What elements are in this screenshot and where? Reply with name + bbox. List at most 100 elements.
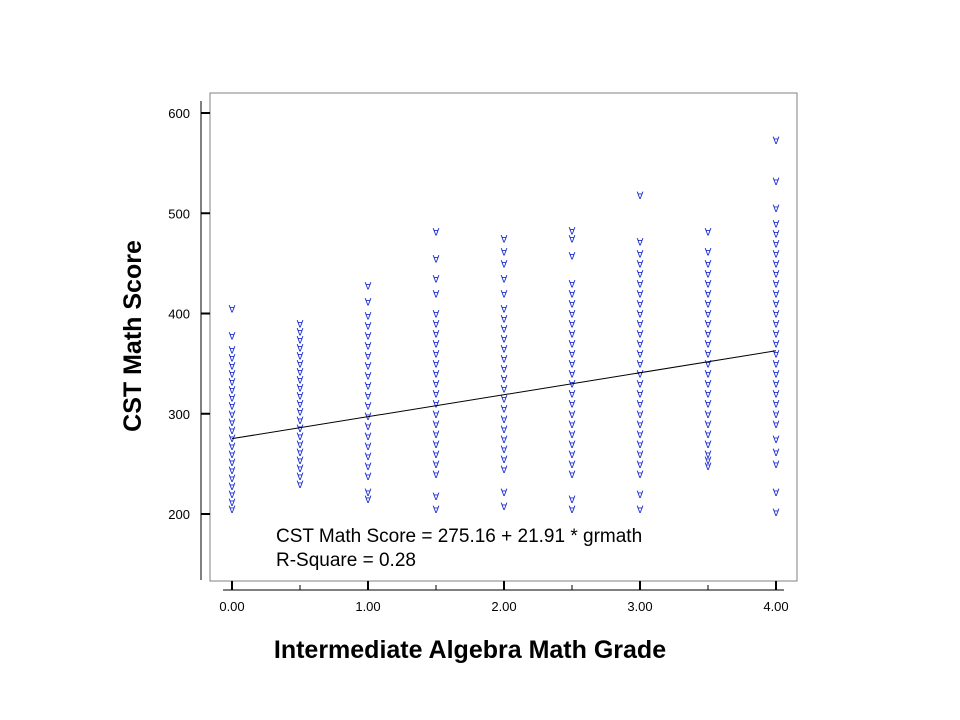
- data-point: ∀: [773, 219, 780, 230]
- data-point: ∀: [229, 370, 236, 381]
- data-point: ∀: [365, 342, 372, 353]
- data-point: ∀: [773, 177, 780, 188]
- data-point: ∀: [773, 360, 780, 371]
- data-point: ∀: [773, 380, 780, 391]
- data-point: ∀: [433, 440, 440, 451]
- data-point: ∀: [297, 464, 304, 475]
- data-point: ∀: [501, 315, 508, 326]
- data-point: ∀: [773, 448, 780, 459]
- data-point: ∀: [229, 490, 236, 501]
- data-point: ∀: [297, 424, 304, 435]
- data-point: ∀: [637, 490, 644, 501]
- data-point: ∀: [569, 226, 576, 237]
- data-point: ∀: [637, 350, 644, 361]
- data-point: ∀: [773, 420, 780, 431]
- data-point: ∀: [773, 508, 780, 519]
- data-point: ∀: [773, 229, 780, 240]
- data-point: ∀: [365, 462, 372, 473]
- data-point: ∀: [229, 498, 236, 509]
- data-point: ∀: [569, 234, 576, 245]
- data-point: ∀: [773, 320, 780, 331]
- data-point: ∀: [705, 340, 712, 351]
- data-point: ∀: [705, 269, 712, 280]
- r-square-label: R-Square = 0.28: [276, 550, 416, 571]
- data-point: ∀: [569, 370, 576, 381]
- data-point: ∀: [501, 415, 508, 426]
- data-point: ∀: [229, 426, 236, 437]
- data-point: ∀: [569, 495, 576, 506]
- x-tick-label: 0.00: [219, 599, 244, 614]
- data-point: ∀: [569, 360, 576, 371]
- data-point: ∀: [297, 320, 304, 331]
- data-point: ∀: [773, 269, 780, 280]
- data-point: ∀: [297, 352, 304, 363]
- data-point: ∀: [365, 382, 372, 393]
- data-point: ∀: [637, 370, 644, 381]
- data-point: ∀: [433, 380, 440, 391]
- data-point: ∀: [637, 440, 644, 451]
- y-tick-label: 200: [168, 507, 190, 522]
- data-point: ∀: [637, 310, 644, 321]
- data-point: ∀: [501, 502, 508, 513]
- data-point: ∀: [569, 310, 576, 321]
- data-point: ∀: [297, 408, 304, 419]
- data-point: ∀: [637, 460, 644, 471]
- data-point: ∀: [569, 400, 576, 411]
- y-axis-ticks: 200 300 400 500 600: [168, 106, 210, 522]
- data-point: ∀: [501, 325, 508, 336]
- data-point: ∀: [229, 458, 236, 469]
- data-point: ∀: [297, 448, 304, 459]
- data-point: ∀: [229, 442, 236, 453]
- data-point: ∀: [637, 360, 644, 371]
- data-point: ∀: [637, 259, 644, 270]
- data-point: ∀: [229, 394, 236, 405]
- data-point: ∀: [705, 259, 712, 270]
- data-point: ∀: [569, 330, 576, 341]
- data-point: ∀: [773, 289, 780, 300]
- data-point: ∀: [433, 360, 440, 371]
- data-point: ∀: [229, 434, 236, 445]
- data-point: ∀: [637, 237, 644, 248]
- data-point: ∀: [773, 400, 780, 411]
- data-point: ∀: [569, 430, 576, 441]
- data-point: ∀: [569, 350, 576, 361]
- data-point: ∀: [773, 488, 780, 499]
- data-point: ∀: [705, 400, 712, 411]
- data-point: ∀: [501, 395, 508, 406]
- y-tick-label: 300: [168, 407, 190, 422]
- data-point: ∀: [433, 470, 440, 481]
- y-tick-label: 600: [168, 106, 190, 121]
- data-point: ∀: [569, 410, 576, 421]
- data-point: ∀: [773, 350, 780, 361]
- data-point: ∀: [637, 505, 644, 516]
- data-point: ∀: [705, 420, 712, 431]
- data-point: ∀: [229, 474, 236, 485]
- data-point: ∀: [637, 320, 644, 331]
- data-point: ∀: [705, 360, 712, 371]
- data-point: ∀: [501, 345, 508, 356]
- data-point: ∀: [229, 450, 236, 461]
- data-point: ∀: [501, 385, 508, 396]
- data-point: ∀: [297, 416, 304, 427]
- data-point: ∀: [705, 430, 712, 441]
- data-point: ∀: [229, 410, 236, 421]
- data-point: ∀: [569, 460, 576, 471]
- data-point: ∀: [365, 472, 372, 483]
- data-point: ∀: [297, 480, 304, 491]
- data-point: ∀: [569, 340, 576, 351]
- data-point: ∀: [773, 299, 780, 310]
- data-point: ∀: [433, 254, 440, 265]
- data-point: ∀: [501, 289, 508, 300]
- data-point: ∀: [569, 320, 576, 331]
- data-point: ∀: [501, 445, 508, 456]
- data-point: ∀: [569, 470, 576, 481]
- data-point: ∀: [773, 390, 780, 401]
- data-point: ∀: [637, 249, 644, 260]
- data-point: ∀: [501, 435, 508, 446]
- data-point: ∀: [569, 420, 576, 431]
- data-point: ∀: [365, 362, 372, 373]
- data-point: ∀: [365, 297, 372, 308]
- data-point: ∀: [297, 328, 304, 339]
- data-point: ∀: [773, 340, 780, 351]
- data-point: ∀: [229, 418, 236, 429]
